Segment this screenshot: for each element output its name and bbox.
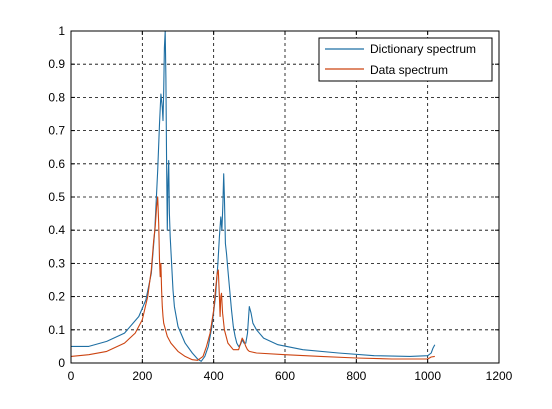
legend-label-data-spectrum: Data spectrum bbox=[370, 63, 448, 77]
tick-marks bbox=[70, 30, 500, 364]
x-tick-label: 1000 bbox=[414, 369, 441, 383]
x-tick-label: 200 bbox=[132, 369, 152, 383]
y-tick-label: 0.2 bbox=[48, 290, 65, 304]
series-group bbox=[70, 30, 436, 362]
x-tick-label: 0 bbox=[68, 369, 75, 383]
legend: Dictionary spectrum Data spectrum bbox=[318, 37, 493, 82]
x-tick-label: 600 bbox=[275, 369, 295, 383]
y-tick-label: 0 bbox=[58, 356, 65, 370]
legend-label-dictionary-spectrum: Dictionary spectrum bbox=[370, 42, 476, 56]
y-tick-label: 0.1 bbox=[48, 323, 65, 337]
y-tick-label: 0.4 bbox=[48, 223, 65, 237]
x-tick-label: 1200 bbox=[486, 369, 513, 383]
legend-box bbox=[318, 37, 493, 82]
y-tick-label: 0.3 bbox=[48, 256, 65, 270]
y-axis-tick-labels: 0 0.1 0.2 0.3 0.4 0.5 0.6 0.7 0.8 0.9 1 bbox=[48, 24, 65, 370]
y-tick-label: 0.7 bbox=[48, 124, 65, 138]
y-tick-label: 0.6 bbox=[48, 157, 65, 171]
y-tick-label: 0.9 bbox=[48, 57, 65, 71]
series-line-data-spectrum bbox=[70, 196, 435, 361]
x-axis-tick-labels: 0 200 400 600 800 1000 1200 bbox=[68, 369, 513, 383]
y-tick-label: 0.5 bbox=[48, 190, 65, 204]
x-tick-label: 400 bbox=[204, 369, 224, 383]
x-tick-label: 800 bbox=[346, 369, 366, 383]
y-tick-label: 1 bbox=[58, 24, 65, 38]
y-tick-label: 0.8 bbox=[48, 90, 65, 104]
